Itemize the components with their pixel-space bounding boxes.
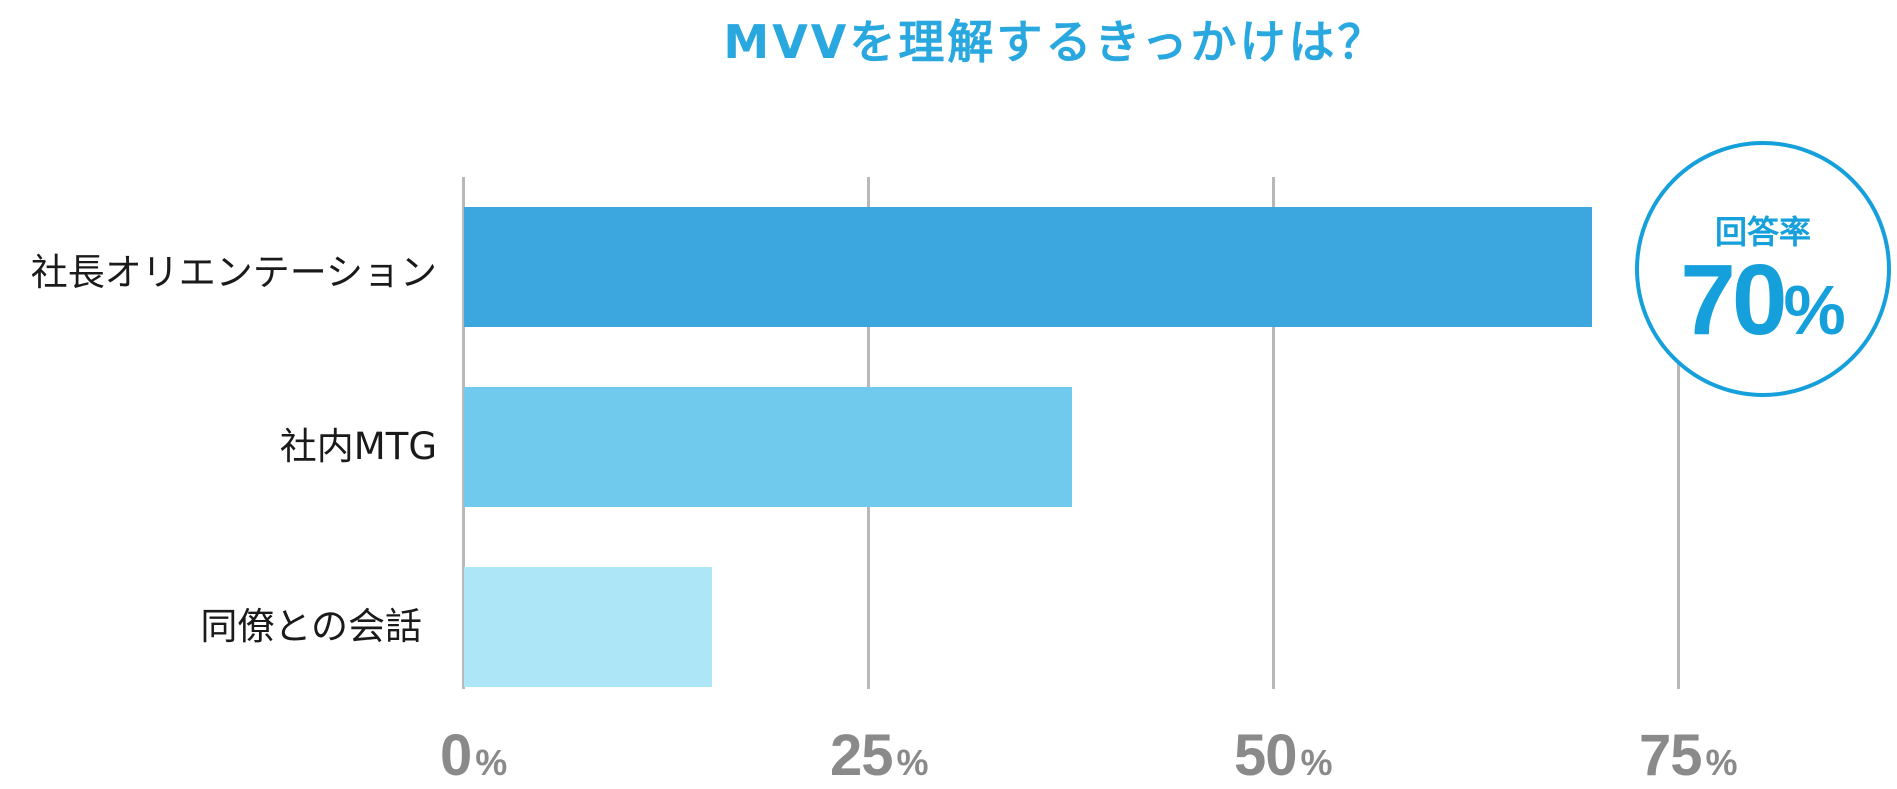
chart-title: MVVを理解するきっかけは？ <box>723 15 1387 69</box>
x-tick-25: 25% <box>830 723 929 788</box>
x-tick-50: 50% <box>1234 723 1333 788</box>
gridline-0 <box>462 177 465 689</box>
x-tick-0: 0% <box>440 723 508 788</box>
gridline-75 <box>1677 177 1680 689</box>
gridline-50 <box>1272 177 1275 689</box>
category-label: 同僚との会話 <box>200 605 422 648</box>
category-label: 社内MTG <box>279 425 437 468</box>
category-label: 社長オリエンテーション <box>30 251 437 294</box>
bar-colleague-conversation <box>464 567 712 687</box>
bar-president-orientation <box>464 207 1592 327</box>
response-rate-badge: 回答率 70% <box>1635 141 1891 397</box>
bar-internal-mtg <box>464 387 1072 507</box>
x-tick-75: 75% <box>1639 723 1738 788</box>
response-rate-label: 回答率 <box>1714 213 1811 251</box>
response-rate-value: 70% <box>1680 244 1846 356</box>
